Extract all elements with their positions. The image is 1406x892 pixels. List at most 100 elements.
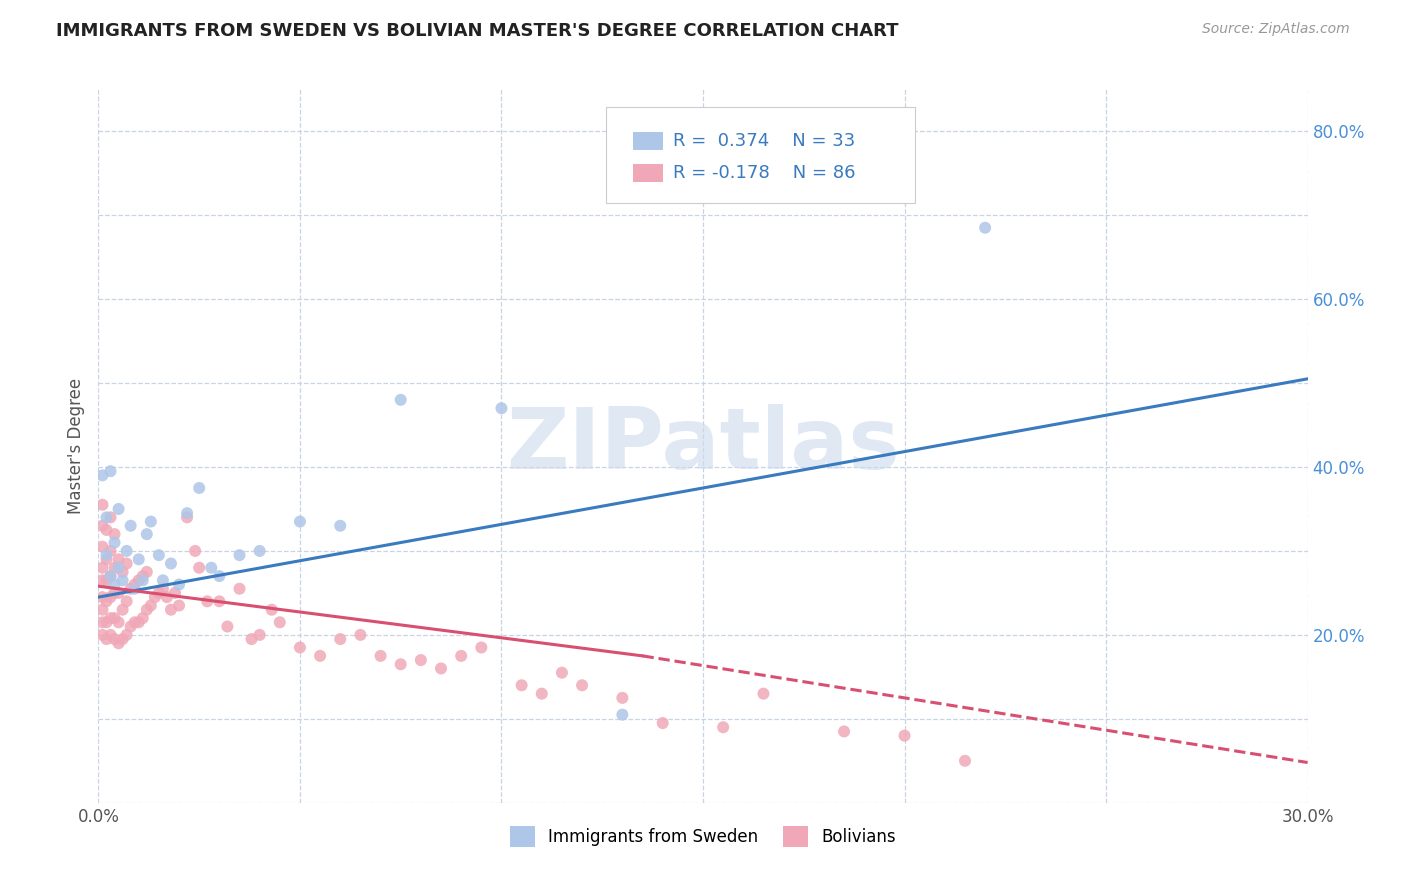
Point	[370, 648, 392, 663]
Point	[208, 569, 231, 583]
Point	[132, 569, 155, 583]
Point	[551, 665, 574, 680]
Point	[96, 548, 118, 562]
Point	[188, 560, 211, 574]
Text: Source: ZipAtlas.com: Source: ZipAtlas.com	[1202, 22, 1350, 37]
Point	[107, 560, 129, 574]
Point	[91, 540, 114, 554]
Point	[111, 632, 134, 646]
Point	[103, 535, 125, 549]
Point	[309, 648, 332, 663]
Point	[470, 640, 492, 655]
Legend: Immigrants from Sweden, Bolivians: Immigrants from Sweden, Bolivians	[502, 818, 904, 855]
FancyBboxPatch shape	[606, 107, 915, 203]
Point	[167, 577, 190, 591]
Point	[208, 594, 231, 608]
Point	[100, 544, 122, 558]
Point	[349, 628, 371, 642]
Point	[132, 574, 155, 588]
Point	[128, 574, 150, 588]
Point	[389, 392, 412, 407]
Point	[217, 619, 239, 633]
Point	[612, 690, 634, 705]
Point	[103, 527, 125, 541]
Point	[135, 565, 157, 579]
Point	[160, 603, 183, 617]
Point	[91, 498, 114, 512]
Point	[103, 632, 125, 646]
Point	[176, 506, 198, 520]
Point	[152, 582, 174, 596]
Point	[103, 560, 125, 574]
Point	[651, 716, 673, 731]
Point	[260, 603, 283, 617]
Point	[156, 590, 179, 604]
Point	[832, 724, 855, 739]
Point	[120, 582, 142, 596]
Text: R = -0.178    N = 86: R = -0.178 N = 86	[672, 164, 855, 182]
Point	[288, 640, 311, 655]
Point	[135, 603, 157, 617]
Point	[409, 653, 432, 667]
Point	[96, 523, 118, 537]
Point	[430, 661, 453, 675]
Point	[893, 729, 915, 743]
Point	[612, 707, 634, 722]
Point	[160, 557, 183, 571]
Point	[124, 582, 146, 596]
Point	[103, 577, 125, 591]
Point	[167, 599, 190, 613]
Point	[240, 632, 263, 646]
Y-axis label: Master's Degree: Master's Degree	[66, 378, 84, 514]
Text: R =  0.374    N = 33: R = 0.374 N = 33	[672, 132, 855, 150]
Point	[128, 615, 150, 630]
Point	[91, 603, 114, 617]
Point	[148, 548, 170, 562]
FancyBboxPatch shape	[633, 164, 664, 182]
Point	[115, 594, 138, 608]
Point	[100, 569, 122, 583]
Point	[184, 544, 207, 558]
Point	[974, 220, 997, 235]
Point	[100, 510, 122, 524]
Point	[111, 574, 134, 588]
Point	[111, 603, 134, 617]
Point	[107, 636, 129, 650]
Point	[329, 632, 352, 646]
Point	[100, 464, 122, 478]
Point	[228, 582, 250, 596]
Point	[96, 615, 118, 630]
Point	[953, 754, 976, 768]
Point	[100, 611, 122, 625]
Point	[91, 574, 114, 588]
Point	[96, 510, 118, 524]
Point	[135, 527, 157, 541]
Point	[139, 599, 162, 613]
Point	[249, 544, 271, 558]
Point	[269, 615, 291, 630]
Point	[115, 544, 138, 558]
Point	[91, 590, 114, 604]
Point	[711, 720, 734, 734]
Point	[152, 574, 174, 588]
Point	[188, 481, 211, 495]
Point	[96, 552, 118, 566]
Point	[128, 552, 150, 566]
Point	[103, 586, 125, 600]
Point	[91, 560, 114, 574]
Point	[329, 518, 352, 533]
Point	[143, 590, 166, 604]
Point	[100, 590, 122, 604]
Point	[107, 615, 129, 630]
Point	[195, 594, 218, 608]
Point	[124, 577, 146, 591]
Point	[200, 560, 222, 574]
Point	[115, 628, 138, 642]
Text: ZIPatlas: ZIPatlas	[506, 404, 900, 488]
Point	[120, 619, 142, 633]
Point	[571, 678, 593, 692]
Point	[91, 468, 114, 483]
Point	[510, 678, 533, 692]
Point	[100, 569, 122, 583]
Point	[752, 687, 775, 701]
